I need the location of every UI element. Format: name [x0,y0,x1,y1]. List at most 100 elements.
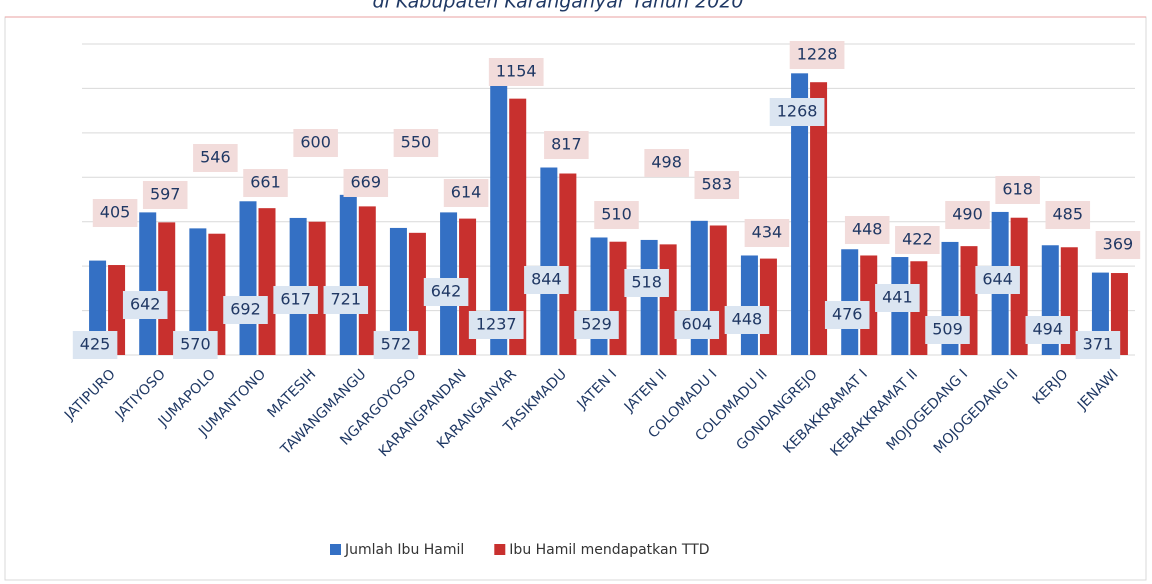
data-label: 572 [381,335,412,354]
data-label-box [824,301,870,329]
bar [158,222,176,355]
data-label: 1268 [777,102,818,121]
data-label-box [694,171,740,199]
data-label-box [995,176,1040,204]
data-label-box [243,169,288,197]
data-label-box [674,311,720,339]
data-label: 546 [200,148,231,167]
data-label-box [1045,201,1091,229]
bar [208,233,226,355]
data-label-box [1075,331,1121,359]
bar [258,208,276,355]
data-label-box [594,201,639,229]
data-label: 550 [401,133,432,152]
data-label: 369 [1103,235,1134,254]
bar [189,228,207,355]
data-label-box [769,98,825,126]
data-label-box [343,169,389,197]
data-label-box [373,331,419,359]
data-label: 604 [682,315,713,334]
data-label-box [975,266,1020,294]
bar [540,167,558,355]
bar [659,244,677,355]
bar [239,201,257,355]
data-label: 642 [431,282,462,301]
bar [358,206,376,355]
data-label: 844 [531,270,562,289]
data-label: 1228 [797,45,838,64]
data-label: 371 [1083,335,1114,354]
data-label: 597 [150,185,181,204]
data-label: 518 [631,273,662,292]
data-label-box [142,181,188,209]
data-label: 425 [80,335,111,354]
data-label-box [423,278,469,306]
data-label-box [875,284,920,312]
bar [640,239,658,355]
data-label-box [223,296,268,324]
bar [509,98,527,355]
data-label: 661 [250,173,281,192]
data-label-box [488,58,544,86]
data-label: 1154 [496,62,537,81]
data-label-box [293,129,338,157]
data-label: 669 [351,173,382,192]
data-label: 509 [932,320,963,339]
data-label: 570 [180,335,211,354]
bar [389,227,407,355]
bar [740,255,758,355]
data-label: 817 [551,135,582,154]
data-label: 485 [1053,205,1084,224]
data-label: 692 [230,300,261,319]
data-label-box [92,199,138,227]
data-label-box [544,131,589,159]
data-label: 498 [651,153,682,172]
data-label-box [443,179,489,207]
data-label: 494 [1033,320,1064,339]
data-label: 441 [882,288,913,307]
data-label-box [1095,231,1141,259]
data-label-box [724,306,770,334]
data-label-box [945,201,990,229]
data-label: 448 [852,220,883,239]
data-label-box [193,144,238,172]
data-label: 617 [280,290,311,309]
data-label-box [789,41,845,69]
data-label: 405 [100,203,131,222]
data-label-box [744,219,790,247]
legend-label: Ibu Hamil mendapatkan TTD [509,542,709,558]
data-label: 529 [581,315,612,334]
data-label-box [468,311,524,339]
data-label-box [524,266,569,294]
data-label: 642 [130,295,161,314]
legend-swatch [330,544,341,555]
bar [339,194,357,355]
data-label: 476 [832,305,863,324]
bar [139,212,157,355]
data-label-box [1025,316,1071,344]
data-label-box [323,286,369,314]
data-label-box [393,129,439,157]
data-label: 721 [331,290,362,309]
data-label: 644 [982,270,1013,289]
legend-label: Jumlah Ibu Hamil [344,542,464,558]
data-label-box [925,316,970,344]
bar [408,232,426,355]
data-label: 490 [952,205,983,224]
bar [810,82,828,356]
data-label: 448 [732,310,763,329]
data-label: 583 [702,175,733,194]
bar [490,80,508,355]
data-label-box [72,331,118,359]
legend-swatch [494,544,506,555]
data-label: 614 [451,183,482,202]
data-label-box [624,269,669,297]
data-label: 1237 [476,315,517,334]
data-label-box [644,149,689,177]
data-label-box [173,331,218,359]
data-label-box [273,286,318,314]
data-label: 600 [300,133,331,152]
data-label-box [122,291,168,319]
data-label: 618 [1002,180,1033,199]
